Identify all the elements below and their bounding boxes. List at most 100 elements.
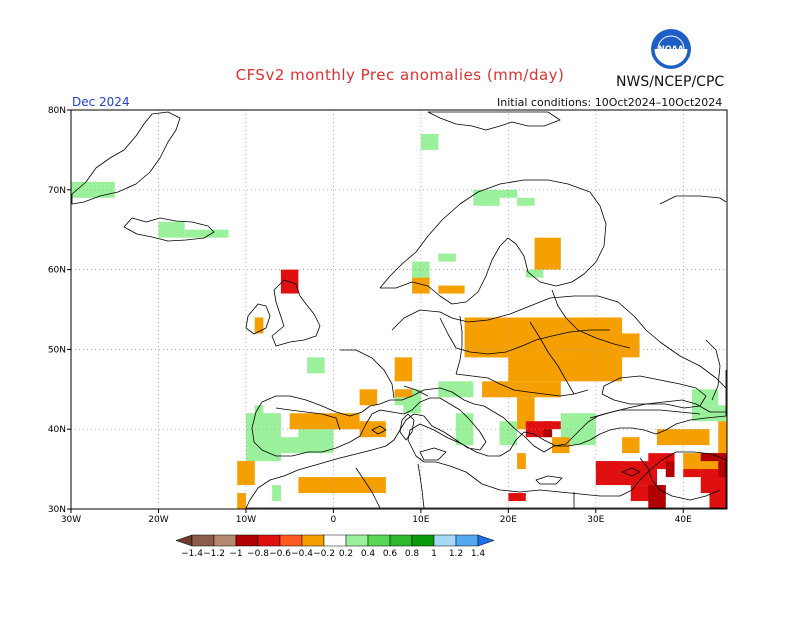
- dry-anomaly-cell: [245, 461, 255, 486]
- dry-anomaly-cell: [543, 421, 561, 430]
- dry-anomaly-cell: [289, 413, 360, 430]
- coastline-balearic: [371, 425, 387, 435]
- colorbar-swatch: [235, 534, 259, 547]
- dry-anomaly-cell: [534, 237, 561, 270]
- colorbar-swatch: [367, 534, 391, 547]
- border-iberia: [275, 407, 341, 431]
- wet-anomaly-cell: [473, 189, 500, 206]
- coastline-caspian: [705, 339, 721, 401]
- colorbar-label: 1.2: [449, 549, 463, 559]
- colorbar-label: −0.6: [269, 549, 291, 559]
- coastline-black-sea: [601, 375, 707, 409]
- coastline-great-britain: [271, 279, 321, 347]
- figure-title: CFSv2 monthly Prec anomalies (mm/day): [235, 66, 565, 84]
- border-germany-poland: [455, 315, 463, 375]
- coastline-scandinavia: [379, 179, 607, 305]
- colorbar-label: 1.4: [471, 549, 486, 559]
- colorbar-swatch: [433, 534, 457, 547]
- agency-label: NWS/NCEP/CPC: [616, 74, 725, 90]
- wet-anomaly-cell: [455, 413, 474, 446]
- colorbar-swatch: [213, 534, 237, 547]
- dry-anomaly-cell: [595, 461, 623, 470]
- dry-anomaly-cell: [657, 429, 710, 446]
- wet-anomaly-cell: [298, 429, 334, 454]
- border-russia-west: [551, 289, 631, 349]
- coastline-outlines: [71, 111, 727, 509]
- colorbar-label: 1: [431, 549, 437, 559]
- lat-tick-label: 50N: [48, 345, 66, 355]
- colorbar-label: −0.8: [247, 549, 269, 559]
- colorbar-label: −0.4: [291, 549, 313, 559]
- lon-tick-label: 0: [331, 515, 337, 525]
- coastline-novaya-zemlya: [659, 195, 727, 205]
- border-middle-east: [639, 457, 721, 501]
- border-italy: [403, 385, 429, 397]
- dry-anomaly-cell: [394, 357, 413, 382]
- coastline-crete: [535, 475, 563, 485]
- dry-anomaly-cell: [578, 357, 614, 374]
- noaa-logo-icon: NOAA: [651, 29, 691, 69]
- wet-anomaly-cell: [71, 181, 115, 198]
- colorbar-label: 0.4: [361, 549, 376, 559]
- wet-anomaly-cell: [254, 405, 264, 422]
- coastline-svalbard: [427, 111, 561, 131]
- dry-anomaly-cell: [237, 493, 246, 509]
- colorbar-label: −1.4: [181, 549, 203, 559]
- lat-tick-label: 80N: [48, 106, 66, 116]
- dry-anomaly-cell: [438, 285, 465, 294]
- colorbar-swatch: [301, 534, 325, 547]
- dry-anomaly-cell: [517, 453, 526, 470]
- colorbar-label: −1: [229, 549, 242, 559]
- lon-tick-label: 30E: [587, 515, 604, 525]
- wet-anomaly-cell: [499, 421, 518, 446]
- wet-anomaly-cell: [307, 357, 325, 374]
- lat-tick-label: 60N: [48, 266, 66, 276]
- lon-tick-label: 20E: [500, 515, 517, 525]
- wet-anomaly-cell: [158, 221, 185, 238]
- wet-anomaly-cell: [272, 485, 281, 502]
- lon-tick-label: 20W: [148, 515, 168, 525]
- wet-anomaly-cell: [517, 197, 535, 206]
- wet-anomaly-cell: [412, 261, 430, 278]
- colorbar-swatch: [411, 534, 435, 547]
- colorbar-swatch: [455, 534, 479, 547]
- wet-anomaly-cell: [280, 437, 299, 454]
- dry-anomaly-cell: [543, 429, 553, 438]
- dry-anomaly-cell: [648, 485, 666, 509]
- border-balkans: [455, 373, 589, 397]
- lon-tick-label: 40E: [675, 515, 692, 525]
- dry-anomaly-cell: [683, 469, 701, 478]
- map-axis-labels: 30W 20W 10W 0 10E 20E 30E 40E 80N 70N 60N 50N 40N 30N: [48, 106, 692, 525]
- dry-anomaly-cell: [298, 477, 386, 494]
- lon-tick-label: 10W: [236, 515, 256, 525]
- dry-anomaly-cell: [622, 437, 640, 454]
- anomaly-patch-layer: [71, 133, 727, 509]
- coastline-corsica-sardinia: [399, 413, 415, 441]
- border-central-europe: [439, 317, 610, 355]
- coastline-sicily: [419, 447, 447, 461]
- lat-tick-label: 30N: [48, 505, 66, 515]
- colorbar-label: 0.8: [405, 549, 420, 559]
- colorbar-swatch: [345, 534, 369, 547]
- colorbar-label: 0.2: [339, 549, 353, 559]
- coastline-ireland: [245, 303, 271, 335]
- wet-anomaly-cell: [438, 253, 456, 262]
- dry-anomaly-cell: [718, 421, 727, 454]
- border-ukraine: [529, 321, 575, 395]
- dry-anomaly-cell: [508, 493, 526, 502]
- wet-anomaly-cell: [525, 269, 544, 278]
- colorbar-high-arrow: [477, 534, 495, 547]
- lon-tick-label: 30W: [61, 515, 81, 525]
- colorbar-low-arrow: [175, 534, 193, 547]
- dry-anomaly-cell: [394, 389, 413, 398]
- map-frame: [70, 109, 728, 510]
- wet-anomaly-cell: [692, 405, 727, 422]
- dry-anomaly-cell: [412, 277, 430, 294]
- colorbar-swatch: [323, 534, 347, 547]
- colorbar-label: 0.6: [383, 549, 398, 559]
- dry-anomaly-cell: [718, 461, 727, 478]
- coastline-continental-europe: [245, 295, 727, 509]
- initial-conditions-label: Initial conditions: 10Oct2024–10Oct2024: [497, 96, 723, 109]
